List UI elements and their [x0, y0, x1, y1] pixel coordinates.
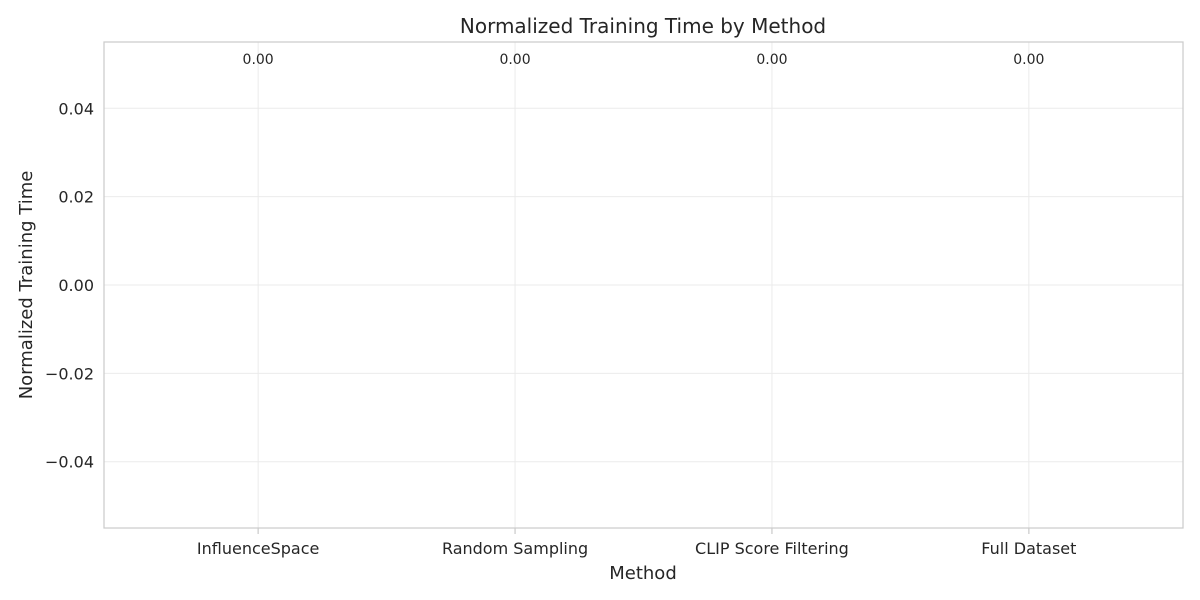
x-tick-label: CLIP Score Filtering: [695, 539, 849, 558]
y-tick-label: −0.02: [45, 364, 94, 383]
plot-frame: [103, 41, 1184, 529]
y-axis-label: Normalized Training Time: [16, 171, 37, 400]
x-axis-ticks: InfluenceSpace Random Sampling CLIP Score …: [197, 528, 1076, 558]
x-tick-label: InfluenceSpace: [197, 539, 319, 558]
x-axis-label: Method: [609, 563, 677, 584]
bar-value-label: 0.00: [1013, 52, 1044, 68]
bar-value-label: 0.00: [499, 52, 530, 68]
bar-value-label: 0.00: [756, 52, 787, 68]
y-tick-label: 0.00: [58, 276, 94, 295]
chart-title: Normalized Training Time by Method: [460, 14, 826, 38]
grid-lines: [104, 42, 1183, 528]
y-axis-ticks: −0.04 −0.02 0.00 0.02 0.04: [45, 99, 94, 471]
y-tick-label: 0.02: [58, 188, 94, 207]
x-tick-label: Random Sampling: [442, 539, 588, 558]
y-tick-label: 0.04: [58, 99, 94, 118]
bar-value-label: 0.00: [243, 52, 274, 68]
y-tick-label: −0.04: [45, 453, 94, 472]
data-labels: 0.00 0.00 0.00 0.00: [243, 52, 1045, 68]
x-tick-label: Full Dataset: [981, 539, 1076, 558]
